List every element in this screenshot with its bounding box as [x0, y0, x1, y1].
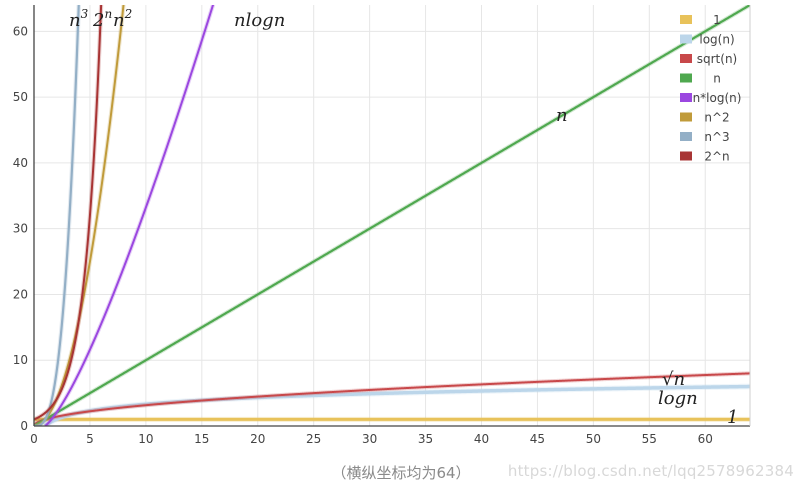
legend-swatch [680, 54, 692, 63]
series-line-n*log(n) [44, 5, 215, 426]
curve-label-layer: 1 logn√n n nlogn n2 n3 2n [69, 7, 738, 428]
curve-label-n: n [556, 105, 568, 126]
x-tick-label: 25 [306, 432, 321, 446]
y-tick-label: 40 [13, 156, 28, 170]
series-clip-group [34, 5, 750, 426]
curve-label-1: 1 [727, 407, 738, 428]
x-tick-label: 20 [250, 432, 265, 446]
legend: 1 log(n) sqrt(n) n n*log(n) n^2 n^3 2^n [680, 13, 741, 164]
curve-label-n^3: n3 [69, 7, 89, 31]
legend-swatch [680, 112, 692, 122]
x-tick-label: 35 [418, 432, 433, 446]
series-layer [34, 5, 750, 426]
curve-label-n*log(n): nlogn [234, 10, 285, 31]
series-line-sqrt(n) [34, 372, 750, 426]
legend-label: n^3 [704, 130, 729, 144]
y-tick-label: 30 [13, 222, 28, 236]
legend-label: n^2 [704, 111, 729, 125]
y-tick-label: 50 [13, 90, 28, 104]
axis-layer: 0 5 10 15 20 25 30 35 40 45 50 55 60 0 10 20 30 40 50 60 [13, 5, 751, 446]
watermark-url: https://blog.csdn.net/lqq2578962384 [507, 462, 794, 480]
curve-label-n^2: n2 [113, 7, 132, 31]
series-line-n [34, 5, 750, 426]
curve-label-log(n): logn [658, 388, 698, 409]
legend-label: n*log(n) [693, 91, 742, 105]
x-tick-label: 15 [194, 432, 209, 446]
x-tick-label: 30 [362, 432, 377, 446]
x-tick-label: 5 [86, 432, 94, 446]
legend-swatch [680, 34, 692, 44]
legend-swatch [680, 73, 692, 83]
y-tick-label: 0 [20, 419, 28, 433]
y-tick-label: 20 [13, 287, 28, 301]
x-tick-label: 10 [138, 432, 153, 446]
series-line-2^n [34, 5, 103, 421]
x-tick-label: 0 [30, 432, 38, 446]
series-line-n^3 [34, 5, 80, 426]
legend-label: log(n) [699, 33, 734, 47]
curve-label-sqrt(n): √n [662, 369, 685, 390]
legend-swatch [680, 132, 692, 141]
legend-swatch [680, 15, 692, 24]
legend-label: 1 [713, 13, 721, 27]
chart-caption: （横纵坐标均为64） [331, 464, 471, 482]
legend-label: sqrt(n) [697, 52, 737, 66]
x-tick-label: 50 [586, 432, 601, 446]
x-tick-label: 55 [642, 432, 657, 446]
series-line-n^2 [34, 5, 125, 426]
x-tick-label: 60 [698, 432, 713, 446]
x-tick-label: 45 [530, 432, 545, 446]
legend-label: n [713, 72, 721, 86]
legend-label: 2^n [704, 150, 729, 164]
x-tick-label: 40 [474, 432, 489, 446]
y-tick-label: 10 [13, 353, 28, 367]
legend-swatch [680, 93, 692, 102]
curve-label-2^n: 2n [92, 7, 112, 31]
y-tick-label: 60 [13, 24, 28, 38]
legend-swatch [680, 151, 692, 161]
